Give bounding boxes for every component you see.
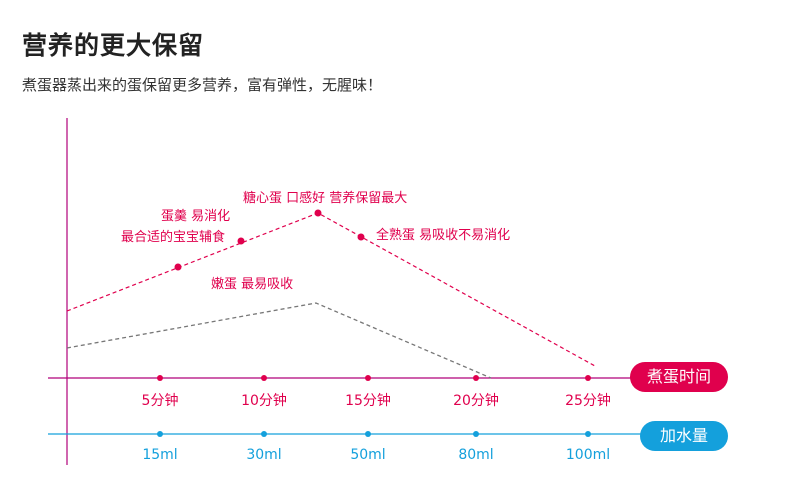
water-tick-dot	[365, 431, 371, 437]
water-tick-label: 15ml	[142, 447, 177, 463]
annotation-全熟蛋: 全熟蛋 易吸收不易消化	[376, 227, 510, 243]
water-tick-label: 30ml	[246, 447, 281, 463]
water-tick-label: 100ml	[566, 447, 610, 463]
page-subtitle: 煮蛋器蒸出来的蛋保留更多营养，富有弹性，无腥味！	[22, 76, 383, 94]
annotation-嫩蛋: 嫩蛋 最易吸收	[211, 277, 293, 292]
time-tick-dot	[365, 375, 371, 381]
annotation-baby-food: 最合适的宝宝辅食	[121, 229, 225, 245]
water-tick-dot	[261, 431, 267, 437]
time-tick-label: 10分钟	[241, 392, 287, 409]
water-tick-dot	[157, 431, 163, 437]
water-axis-label: 加水量	[640, 421, 728, 451]
water-ticks: 15ml 30ml 50ml 80ml 100ml	[142, 431, 610, 463]
time-ticks: 5分钟 10分钟 15分钟 20分钟 25分钟	[142, 375, 611, 409]
time-tick-label: 20分钟	[453, 392, 499, 409]
time-axis-label: 煮蛋时间	[630, 362, 728, 392]
time-tick-label: 5分钟	[142, 392, 179, 409]
time-tick-dot	[261, 375, 267, 381]
water-tick-label: 80ml	[458, 447, 493, 463]
time-tick-label: 15分钟	[345, 392, 391, 409]
point-全熟蛋	[357, 233, 365, 241]
water-tick-label: 50ml	[350, 447, 385, 463]
point-baby	[237, 237, 245, 245]
point-糖心蛋	[314, 209, 322, 217]
time-tick-label: 25分钟	[565, 392, 611, 409]
time-tick-dot	[157, 375, 163, 381]
water-tick-dot	[473, 431, 479, 437]
annotation-糖心蛋: 糖心蛋 口感好 营养保留最大	[243, 190, 407, 206]
time-tick-dot	[473, 375, 479, 381]
annotation-蛋羹: 蛋羹 易消化	[161, 208, 230, 224]
page-title: 营养的更大保留	[22, 31, 205, 60]
water-tick-dot	[585, 431, 591, 437]
series-line-grey	[66, 302, 492, 379]
time-tick-dot	[585, 375, 591, 381]
point-蛋羹	[174, 263, 182, 271]
